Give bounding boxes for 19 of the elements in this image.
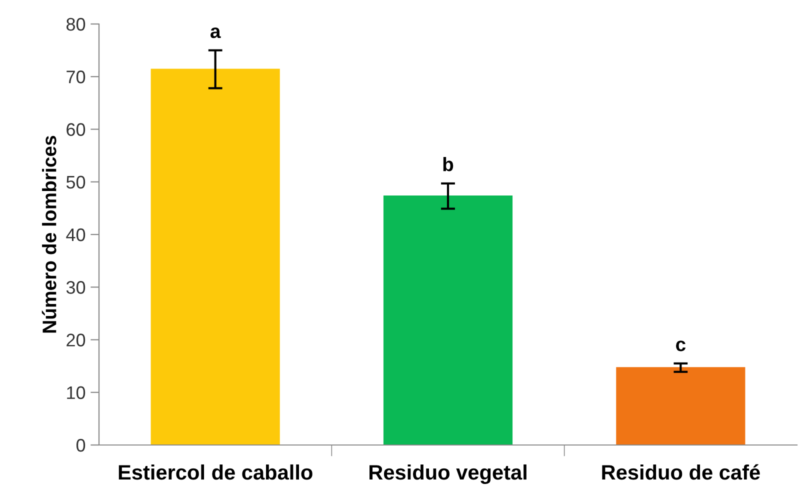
- y-axis-title: Número de lombrices: [42, 136, 56, 333]
- y-tick-label: 70: [66, 70, 86, 84]
- x-tick-label: Residuo de café: [602, 464, 760, 480]
- x-tick-label: Estiercol de caballo: [118, 464, 312, 480]
- y-tick-label: 10: [67, 386, 86, 400]
- bar: [150, 68, 280, 445]
- y-tick-label: 40: [66, 228, 86, 242]
- bar: [383, 196, 513, 445]
- bar: [616, 367, 746, 445]
- x-tick-label: Residuo vegetal: [370, 464, 526, 484]
- y-tick-label: 30: [66, 281, 86, 294]
- annotation: b: [443, 156, 454, 172]
- y-tick-label: 80: [66, 18, 86, 31]
- y-tick-label: 60: [66, 123, 86, 136]
- annotation: c: [676, 340, 686, 352]
- y-tick-label: 50: [66, 176, 86, 189]
- y-tick-label: 20: [66, 334, 86, 346]
- y-tick-label: 0: [76, 438, 86, 452]
- annotation: a: [210, 27, 221, 38]
